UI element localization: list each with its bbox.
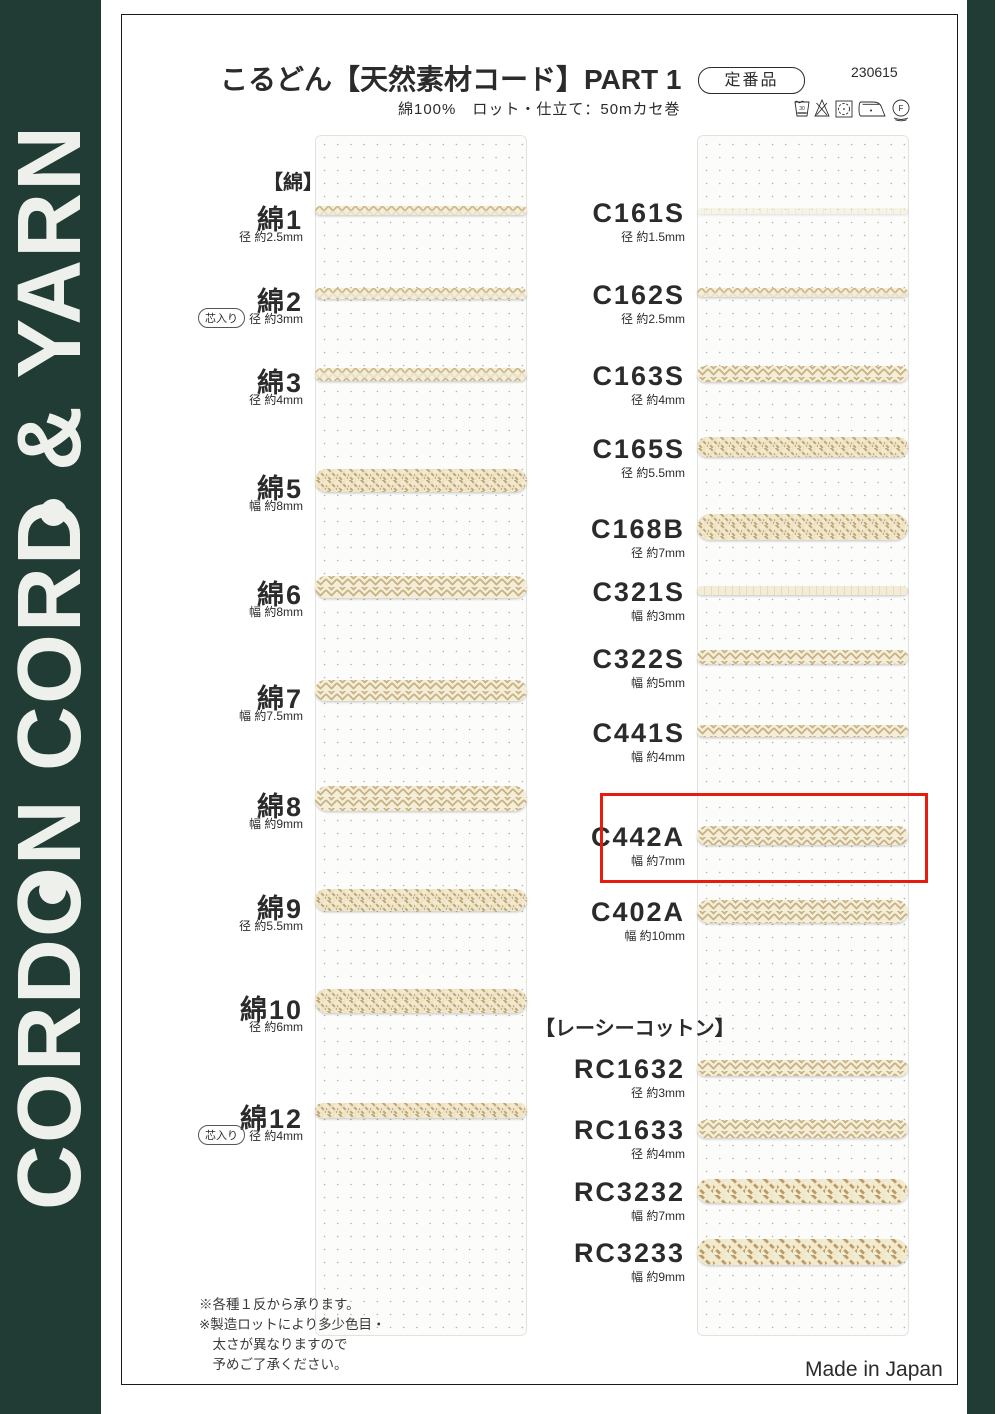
svg-text:30: 30 <box>799 106 805 112</box>
svg-text:F: F <box>899 104 904 113</box>
